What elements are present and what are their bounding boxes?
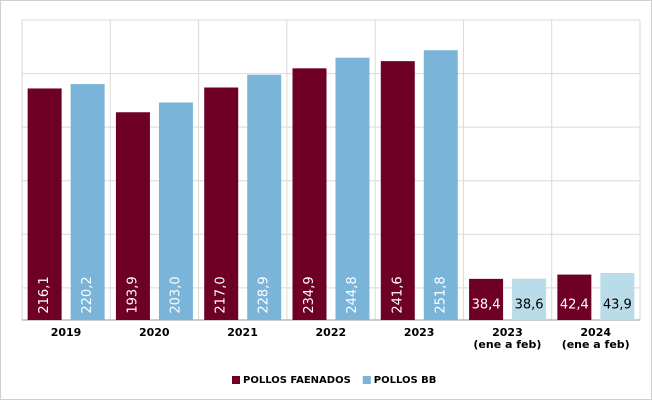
bar xyxy=(115,112,150,320)
bar xyxy=(423,50,458,320)
value-label: 241,6 xyxy=(390,276,405,313)
x-tick-label: 2019 xyxy=(50,326,82,339)
value-label: 43,9 xyxy=(603,298,632,313)
x-tick-label: 2023 xyxy=(403,326,435,339)
bar xyxy=(469,278,504,320)
legend-swatch xyxy=(232,376,240,384)
value-label: 220,2 xyxy=(80,276,95,313)
value-label: 38,4 xyxy=(472,298,501,313)
value-label: 244,8 xyxy=(345,276,360,313)
bar xyxy=(247,74,282,320)
bar xyxy=(204,87,239,320)
value-label: 193,9 xyxy=(125,276,140,313)
legend-label: POLLOS BB xyxy=(374,375,437,386)
value-label: 42,4 xyxy=(560,298,589,313)
value-label: 251,8 xyxy=(433,276,448,313)
legend-swatch xyxy=(362,376,371,384)
bar xyxy=(600,272,635,320)
value-label: 228,9 xyxy=(257,276,272,313)
legend-label: POLLOS FAENADOS xyxy=(243,375,351,386)
bar xyxy=(27,88,62,320)
value-label: 203,0 xyxy=(168,276,183,313)
value-label: 234,9 xyxy=(302,276,317,313)
x-tick-label: 2020 xyxy=(138,326,170,339)
bar xyxy=(158,102,193,320)
x-tick-label: 2024 (ene a feb) xyxy=(561,326,630,351)
x-tick-label: 2023 (ene a feb) xyxy=(473,326,542,351)
bar xyxy=(512,278,547,320)
bar xyxy=(380,61,415,321)
bar xyxy=(557,274,592,320)
x-tick-label: 2021 xyxy=(227,326,258,339)
bar xyxy=(335,57,370,320)
bar xyxy=(292,68,327,320)
value-label: 38,6 xyxy=(515,298,544,313)
value-label: 217,0 xyxy=(214,276,229,313)
bar xyxy=(70,84,105,320)
value-label: 216,1 xyxy=(37,276,52,313)
x-tick-label: 2022 xyxy=(315,326,347,339)
